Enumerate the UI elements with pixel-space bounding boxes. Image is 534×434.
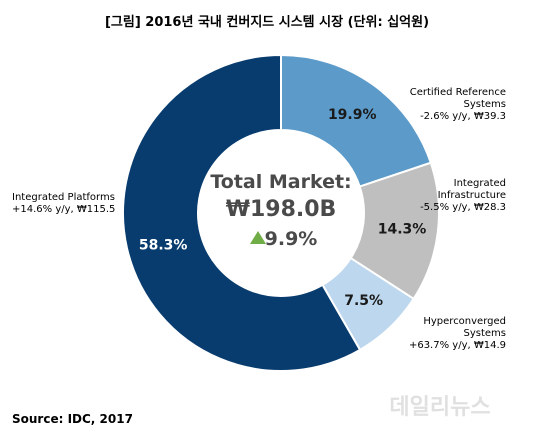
- slice-percent-label: 58.3%: [139, 238, 188, 254]
- slice-percent-label: 14.3%: [378, 221, 427, 237]
- slice-label: Integrated Infrastructure -5.5% y/y, ₩28.3: [420, 178, 506, 213]
- up-arrow-icon: [250, 231, 266, 244]
- source-note: Source: IDC, 2017: [12, 412, 133, 426]
- donut-slice: [280, 53, 433, 188]
- center-total-label: Total Market:: [210, 171, 351, 193]
- slice-label: Integrated Platforms +14.6% y/y, ₩115.5: [12, 192, 115, 215]
- center-growth-value: 9.9%: [265, 228, 318, 250]
- slice-label: Certified Reference Systems -2.6% y/y, ₩39…: [410, 87, 506, 122]
- donut-slice: [122, 53, 362, 372]
- slice-percent-label: 7.5%: [344, 293, 383, 309]
- chart-title: [그림] 2016년 국내 컨버지드 시스템 시장 (단위: 십억원): [105, 14, 429, 30]
- center-total-value: ₩198.0B: [226, 197, 337, 222]
- watermark-logo: 데일리뉴스: [389, 395, 490, 420]
- slice-percent-label: 19.9%: [328, 107, 377, 123]
- slice-label: Hyperconverged Systems +63.7% y/y, ₩14.9: [409, 316, 506, 351]
